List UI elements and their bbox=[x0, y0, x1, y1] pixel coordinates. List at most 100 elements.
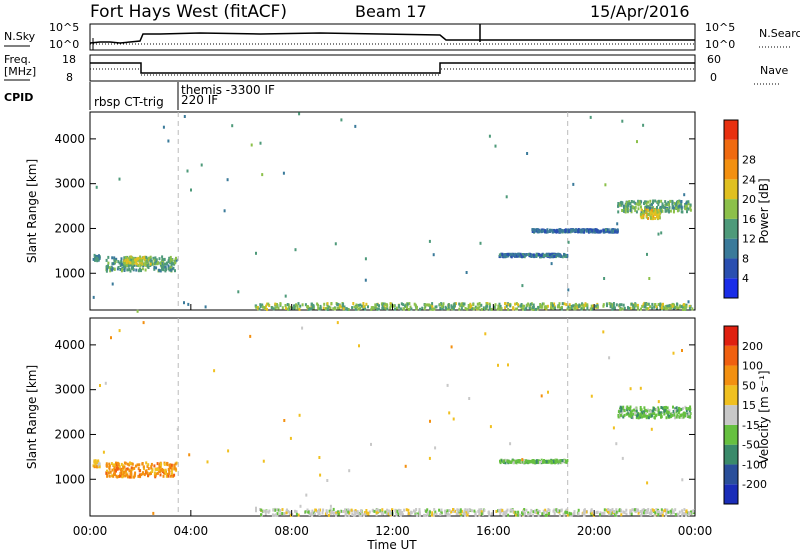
scatter-pixel bbox=[470, 304, 473, 308]
scatter-pixel bbox=[291, 306, 294, 310]
scatter-pixel bbox=[171, 267, 174, 271]
scatter-pixel bbox=[428, 513, 431, 516]
scatter-pixel bbox=[381, 509, 384, 513]
scatter-pixel bbox=[507, 513, 510, 517]
scatter-pixel bbox=[649, 212, 651, 216]
colorbar-tick-label: 8 bbox=[742, 252, 749, 265]
scatter-pixel bbox=[651, 215, 654, 219]
scatter-pixel bbox=[125, 261, 128, 264]
scatter-pixel bbox=[175, 258, 178, 262]
scatter-pixel bbox=[660, 199, 663, 203]
scatter-pixel bbox=[187, 302, 190, 306]
scatter-pixel bbox=[126, 467, 129, 471]
scatter-pixel bbox=[659, 303, 662, 307]
scatter-pixel bbox=[122, 472, 125, 476]
scatter-pixel bbox=[311, 509, 314, 513]
scatter-pixel bbox=[661, 510, 664, 514]
scatter-pixel bbox=[618, 509, 621, 513]
scatter-pixel bbox=[326, 302, 329, 306]
scatter-pixel bbox=[511, 252, 514, 256]
scatter-pixel bbox=[272, 508, 275, 512]
scatter-pixel bbox=[537, 305, 540, 309]
scatter-pixel bbox=[561, 302, 564, 306]
scatter-pixel bbox=[122, 466, 125, 470]
scatter-pixel bbox=[646, 409, 649, 413]
scatter-pixel bbox=[457, 508, 460, 512]
scatter-pixel bbox=[602, 228, 605, 232]
scatter-pixel bbox=[155, 258, 158, 262]
scatter-pixel bbox=[511, 509, 514, 512]
scatter-pixel bbox=[649, 216, 652, 220]
frequency-panel: Freq. [MHz] 18 8 60 0 Nave bbox=[4, 53, 788, 85]
scatter-pixel bbox=[158, 268, 160, 272]
scatter-pixel bbox=[619, 405, 622, 409]
scatter-pixel bbox=[493, 305, 496, 309]
scatter-pixel bbox=[133, 466, 136, 470]
scatter-pixel bbox=[658, 212, 661, 216]
scatter-pixel bbox=[630, 512, 633, 516]
scatter-pixel bbox=[128, 469, 131, 473]
scatter-pixel bbox=[675, 202, 677, 206]
colorbar-segment bbox=[724, 199, 738, 219]
scatter-pixel bbox=[128, 261, 131, 264]
scatter-pixel bbox=[498, 508, 501, 512]
scatter-pixel bbox=[646, 252, 648, 256]
scatter-pixel bbox=[561, 305, 563, 309]
scatter-pixel bbox=[446, 513, 449, 517]
scatter-pixel bbox=[378, 509, 381, 513]
scatter-pixel bbox=[92, 295, 95, 299]
scatter-pixel bbox=[407, 308, 410, 311]
scatter-pixel bbox=[509, 252, 512, 256]
scatter-pixel bbox=[321, 511, 324, 515]
scatter-pixel bbox=[373, 509, 376, 513]
scatter-pixel bbox=[541, 512, 544, 516]
scatter-pixel bbox=[615, 508, 618, 512]
scatter-pixel bbox=[357, 307, 360, 311]
scatter-pixel bbox=[545, 306, 548, 310]
scatter-pixel bbox=[500, 459, 503, 463]
scatter-pixel bbox=[272, 307, 275, 311]
scatter-pixel bbox=[274, 302, 277, 306]
scatter-pixel bbox=[626, 209, 629, 213]
scatter-pixel bbox=[522, 307, 524, 311]
scatter-pixel bbox=[661, 209, 664, 213]
scatter-pixel bbox=[439, 306, 442, 310]
scatter-pixel bbox=[512, 461, 515, 465]
scatter-pixel bbox=[621, 410, 624, 414]
scatter-pixel bbox=[675, 305, 678, 309]
scatter-pixel bbox=[512, 459, 515, 463]
colorbar-tick-label: 15 bbox=[742, 399, 756, 412]
scatter-pixel bbox=[107, 265, 109, 269]
scatter-pixel bbox=[188, 453, 191, 457]
power-marker-lines bbox=[177, 112, 569, 310]
colorbar-segment bbox=[724, 258, 738, 279]
scatter-pixel bbox=[639, 412, 642, 416]
scatter-pixel bbox=[527, 511, 530, 515]
scatter-pixel bbox=[467, 304, 470, 307]
scatter-pixel bbox=[395, 306, 398, 310]
scatter-pixel bbox=[359, 306, 362, 310]
x-axis: 00:00 04:00 08:00 12:00 16:00 20:00 00:00 bbox=[73, 304, 712, 538]
scatter-pixel bbox=[540, 394, 543, 398]
scatter-pixel bbox=[441, 305, 444, 308]
scatter-pixel bbox=[167, 474, 170, 478]
scatter-pixel bbox=[390, 302, 393, 306]
scatter-pixel bbox=[367, 305, 369, 309]
scatter-pixel bbox=[678, 409, 681, 413]
scatter-pixel bbox=[517, 254, 520, 258]
scatter-pixel bbox=[636, 303, 639, 307]
scatter-pixel bbox=[583, 510, 586, 514]
scatter-pixel bbox=[496, 307, 499, 311]
scatter-pixel bbox=[684, 405, 687, 409]
scatter-pixel bbox=[687, 407, 690, 411]
scatter-pixel bbox=[169, 255, 172, 259]
scatter-pixel bbox=[152, 511, 155, 515]
scatter-pixel bbox=[336, 306, 339, 310]
scatter-pixel bbox=[617, 410, 620, 414]
scatter-pixel bbox=[353, 513, 356, 517]
scatter-pixel bbox=[623, 306, 626, 310]
scatter-pixel bbox=[646, 415, 649, 419]
scatter-pixel bbox=[463, 302, 466, 306]
scatter-pixel bbox=[554, 459, 557, 463]
scatter-pixel bbox=[452, 508, 454, 511]
